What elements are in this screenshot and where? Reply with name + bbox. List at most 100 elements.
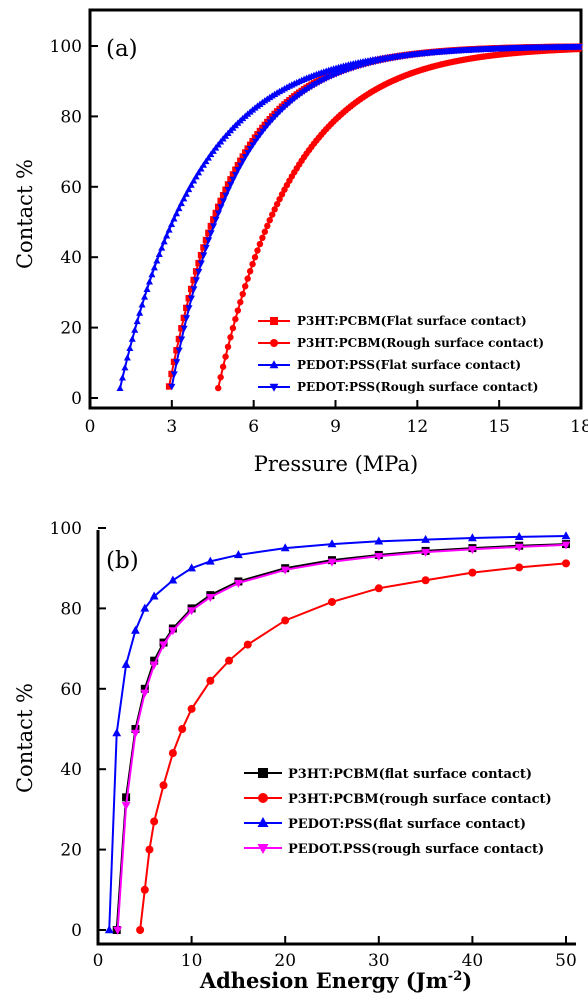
- panel-b-data-point: [104, 925, 114, 934]
- panel-a-legend-label: P3HT:PCBM(Rough surface contact): [297, 336, 544, 350]
- panel-b-legend-label: PEDOT.PSS(rough surface contact): [288, 842, 544, 857]
- panel-a-data-point: [232, 315, 239, 323]
- panel-a-data-point: [180, 314, 188, 322]
- panel-a-data-point: [192, 268, 200, 275]
- panel-a-data-point: [202, 157, 210, 165]
- panel-a-legend: P3HT:PCBM(Flat surface contact) P3HT:PCBM…: [258, 314, 544, 394]
- panel-a-data-point: [278, 191, 286, 198]
- panel-a-data-point: [187, 295, 195, 303]
- panel-a-data-point: [207, 222, 215, 230]
- panel-a-data-point: [123, 354, 131, 361]
- panel-a-data-point: [126, 344, 134, 352]
- panel-b-legend-marker: [257, 844, 269, 854]
- panel-b-data-point: [187, 563, 196, 572]
- panel-b-data-point: [121, 659, 131, 668]
- panel-a-data-point: [170, 215, 178, 222]
- panel-a-data-point: [204, 154, 212, 161]
- panel-b-y-tick-label: 40: [60, 760, 82, 780]
- panel-a-data-point: [180, 325, 188, 333]
- panel-b-legend-item: PEDOT.PSS(rough surface contact): [244, 842, 544, 857]
- panel-a-data-point: [200, 244, 207, 251]
- panel-a-data-point: [237, 162, 245, 169]
- panel-a-data-point: [269, 211, 276, 218]
- panel-a-data-point: [180, 194, 188, 202]
- panel-a-data-point: [195, 268, 203, 276]
- panel-a-data-point: [237, 298, 244, 306]
- panel-b-data-point: [421, 576, 430, 585]
- panel-b-y-tick-label: 80: [60, 599, 82, 619]
- panel-b-data-point: [515, 563, 524, 572]
- panel-b-data-point: [514, 543, 524, 552]
- panel-a-data-point: [153, 257, 161, 264]
- panel-b-x-tick-label: 10: [181, 951, 203, 971]
- panel-a-data-point: [251, 254, 259, 261]
- panel-a-series-2: [215, 45, 583, 392]
- panel-a-data-point: [197, 251, 205, 259]
- panel-b-data-point: [145, 845, 154, 854]
- panel-a-data-point: [116, 384, 124, 391]
- panel-a-data-point: [131, 326, 139, 333]
- panel-a-x-axis-title: Pressure (MPa): [254, 452, 418, 476]
- panel-a-data-point: [190, 177, 198, 184]
- panel-a-data-point: [222, 186, 229, 193]
- panel-a-data-point: [271, 206, 278, 213]
- panel-a-data-point: [259, 234, 266, 242]
- panel-a-data-point: [200, 252, 208, 259]
- panel-a-data-point: [173, 359, 181, 366]
- panel-a-data-point: [199, 161, 207, 168]
- panel-a-data-point: [234, 161, 242, 169]
- panel-a-legend-item: PEDOT:PSS(Rough surface contact): [258, 380, 538, 394]
- panel-b-data-point: [140, 689, 150, 698]
- panel-a-data-point: [261, 228, 269, 235]
- panel-b-data-point: [280, 566, 290, 575]
- panel-a-data-point: [217, 204, 225, 211]
- panel-a-y-tick-label: 100: [50, 37, 82, 57]
- panel-a-data-point: [118, 374, 126, 381]
- panel-b-data-point: [374, 584, 383, 593]
- panel-a-data-point: [256, 240, 264, 248]
- panel-b-data-point: [328, 597, 336, 606]
- panel-b-y-axis-title: Contact %: [13, 683, 37, 793]
- panel-a-data-point: [170, 358, 178, 366]
- panel-a-data-point: [249, 260, 256, 268]
- panel-b-data-point: [205, 593, 215, 602]
- panel-b-data-point: [131, 625, 140, 634]
- panel-b-y-tick-label: 20: [60, 841, 82, 861]
- panel-a-data-point: [197, 165, 205, 172]
- panel-a-data-point: [276, 195, 283, 203]
- panel-a-legend-label: PEDOT:PSS(Flat surface contact): [297, 358, 521, 372]
- panel-a-data-point: [215, 384, 222, 392]
- panel-a-data-point: [202, 236, 210, 244]
- panel-b-x-tick-label: 40: [462, 951, 484, 971]
- panel-a-data-point: [575, 44, 583, 51]
- panel-a-data-point: [160, 238, 168, 245]
- panel-a-legend-marker: [270, 317, 278, 325]
- panel-a-data-point: [239, 158, 247, 165]
- panel-a-data-point: [229, 176, 237, 184]
- panel-b-legend-item: P3HT:PCBM(flat surface contact): [244, 767, 532, 782]
- panel-a-data-point: [178, 325, 185, 332]
- panel-b-data-point: [281, 616, 290, 625]
- panel-b-data-point: [468, 546, 477, 555]
- panel-a-data-point: [187, 181, 195, 188]
- panel-a-data-point: [183, 315, 191, 322]
- panel-a-data-point: [239, 153, 246, 160]
- panel-b-data-point: [374, 552, 384, 561]
- panel-a-data-point: [207, 230, 215, 237]
- panel-a-data-point: [219, 198, 227, 205]
- panel-a-data-point: [185, 305, 193, 312]
- panel-a-data-point: [229, 324, 237, 332]
- panel-a: 0 3 6 9 12 15 18 0 20 40 60 80 100 (a) Pressure (MPa…: [13, 8, 588, 476]
- panel-b-series-line: [116, 543, 567, 931]
- panel-a-data-point: [224, 343, 232, 351]
- panel-a-label: (a): [106, 36, 138, 62]
- panel-b-data-point: [149, 661, 159, 670]
- panel-a-data-point: [175, 204, 183, 212]
- panel-b-legend-marker: [257, 817, 269, 827]
- panel-a-data-point: [210, 223, 218, 230]
- panel-a-legend-item: P3HT:PCBM(Flat surface contact): [258, 314, 527, 328]
- panel-a-data-point: [192, 173, 200, 180]
- panel-b-data-point: [234, 550, 243, 559]
- panel-a-data-point: [241, 153, 250, 161]
